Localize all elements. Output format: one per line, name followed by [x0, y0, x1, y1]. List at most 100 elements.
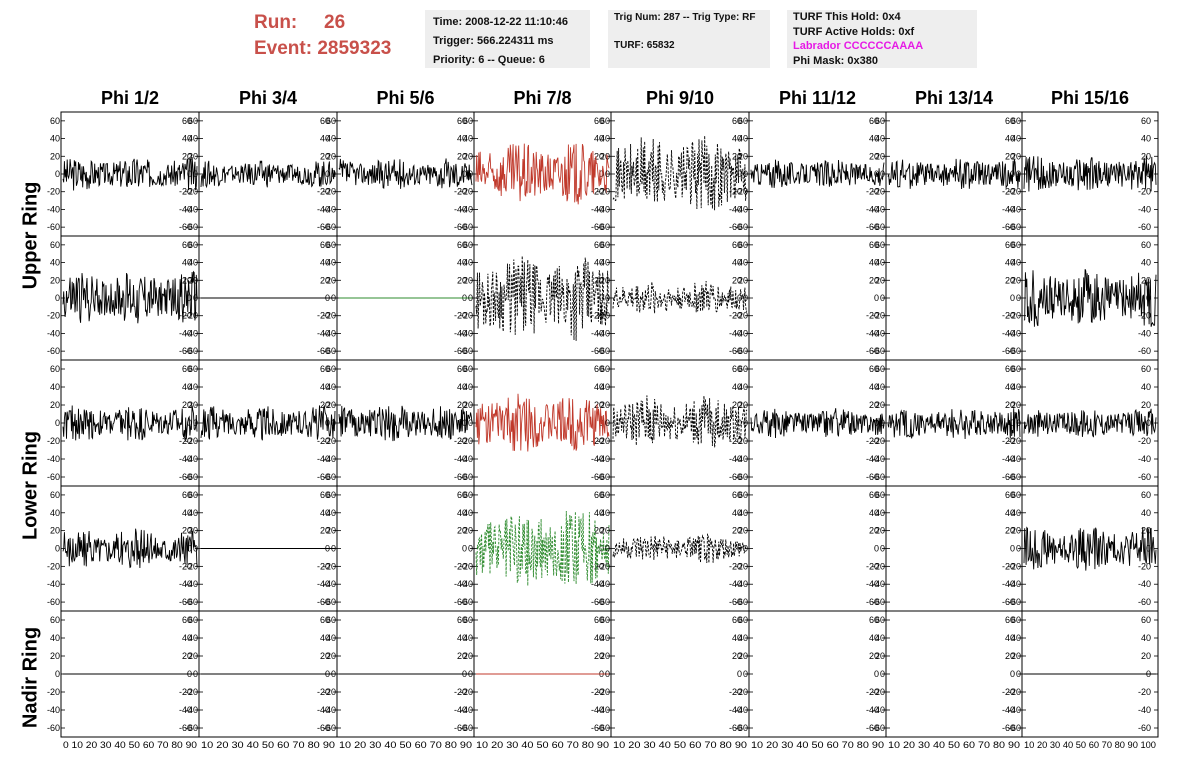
- y-tick-label: 40: [732, 382, 742, 392]
- y-tick-label: -60: [735, 472, 748, 482]
- y-tick-label: -60: [735, 723, 748, 733]
- y-tick-label: -20: [323, 687, 336, 697]
- y-tick-label: 0: [874, 669, 879, 679]
- y-tick-label: 40: [1141, 633, 1151, 643]
- y-tick-label: 0: [55, 293, 60, 303]
- y-tick-label: -60: [454, 723, 467, 733]
- y-tick-label: 20: [732, 400, 742, 410]
- y-tick-label: 20: [869, 526, 879, 536]
- y-tick-label: 60: [50, 615, 60, 625]
- y-tick-label: -60: [1002, 346, 1015, 356]
- waveform-trace: [1023, 526, 1157, 571]
- y-tick-label: 20: [1141, 651, 1151, 661]
- y-tick-label: -20: [185, 436, 198, 446]
- trigger-text: Trigger: 566.224311 ms: [433, 35, 554, 47]
- y-tick-label: 60: [1011, 490, 1021, 500]
- y-tick-label: -60: [185, 723, 198, 733]
- y-tick-label: -20: [179, 561, 192, 571]
- y-tick-label: -20: [179, 687, 192, 697]
- y-tick-label: 40: [732, 508, 742, 518]
- y-tick-label: -20: [591, 311, 604, 321]
- y-tick-label: -40: [872, 705, 885, 715]
- y-tick-label: 0: [468, 669, 473, 679]
- y-tick-label: -20: [729, 436, 742, 446]
- y-tick-label: 60: [326, 615, 336, 625]
- y-tick-label: 20: [875, 651, 885, 661]
- y-tick-label: -20: [454, 311, 467, 321]
- y-tick-label: 60: [732, 240, 742, 250]
- y-tick-label: 60: [594, 240, 604, 250]
- y-tick-label: 0: [331, 293, 336, 303]
- y-tick-label: 60: [188, 615, 198, 625]
- y-tick-label: 20: [1005, 651, 1015, 661]
- y-tick-label: -40: [1002, 705, 1015, 715]
- y-tick-label: -20: [47, 311, 60, 321]
- y-tick-label: 60: [463, 490, 473, 500]
- y-tick-label: 40: [869, 633, 879, 643]
- y-tick-label: -20: [591, 687, 604, 697]
- y-tick-label: 20: [594, 651, 604, 661]
- y-tick-label: -60: [179, 723, 192, 733]
- y-tick-label: 0: [331, 169, 336, 179]
- y-tick-label: -20: [735, 687, 748, 697]
- y-tick-label: -40: [591, 705, 604, 715]
- y-tick-label: -20: [866, 311, 879, 321]
- y-tick-label: 0: [193, 169, 198, 179]
- y-tick-label: 60: [738, 364, 748, 374]
- y-tick-label: 20: [732, 651, 742, 661]
- y-tick-label: -40: [597, 705, 610, 715]
- y-tick-label: -20: [179, 187, 192, 197]
- y-tick-label: -60: [735, 597, 748, 607]
- y-tick-label: 40: [320, 633, 330, 643]
- y-tick-label: -20: [597, 687, 610, 697]
- y-tick-label: -40: [185, 328, 198, 338]
- turf-info-box: TURF This Hold: 0x4 TURF Active Holds: 0…: [787, 10, 977, 68]
- y-tick-label: 20: [600, 526, 610, 536]
- y-tick-label: -40: [729, 705, 742, 715]
- y-tick-label: 0: [1010, 293, 1015, 303]
- y-tick-label: -60: [323, 472, 336, 482]
- y-tick-label: -60: [591, 723, 604, 733]
- y-tick-label: -40: [729, 454, 742, 464]
- y-tick-label: 0: [737, 669, 742, 679]
- y-tick-label: 20: [600, 400, 610, 410]
- y-tick-label: 40: [1141, 134, 1151, 144]
- y-tick-label: -40: [1138, 328, 1151, 338]
- y-tick-label: 20: [738, 275, 748, 285]
- y-tick-label: 0: [1010, 544, 1015, 554]
- y-tick-label: 20: [326, 526, 336, 536]
- y-tick-label: 0: [880, 669, 885, 679]
- y-tick-label: -60: [1138, 222, 1151, 232]
- y-tick-label: 60: [732, 116, 742, 126]
- y-tick-label: 20: [869, 400, 879, 410]
- x-tick-labels: 10 20 30 40 50 60 70 80 90: [476, 740, 609, 751]
- y-tick-label: -20: [1008, 311, 1021, 321]
- y-tick-label: -40: [1008, 705, 1021, 715]
- y-tick-label: -40: [735, 204, 748, 214]
- y-tick-label: -40: [179, 579, 192, 589]
- turf-text: TURF: 65832: [614, 40, 675, 51]
- y-tick-label: -60: [47, 723, 60, 733]
- y-tick-label: -40: [460, 705, 473, 715]
- y-tick-label: 20: [600, 651, 610, 661]
- y-tick-label: -40: [591, 579, 604, 589]
- y-tick-label: 0: [743, 293, 748, 303]
- y-tick-label: 60: [738, 240, 748, 250]
- y-tick-label: -20: [1008, 436, 1021, 446]
- y-tick-label: 60: [875, 116, 885, 126]
- column-header: Phi 13/14: [915, 88, 993, 108]
- y-tick-label: -60: [454, 346, 467, 356]
- waveform-trace: [612, 135, 748, 211]
- trig-num-text: Trig Num: 287 -- Trig Type: RF: [614, 12, 756, 23]
- y-tick-label: -40: [729, 579, 742, 589]
- y-tick-label: 60: [326, 490, 336, 500]
- y-tick-label: -40: [597, 579, 610, 589]
- y-tick-label: 20: [1005, 275, 1015, 285]
- y-tick-label: 0: [55, 544, 60, 554]
- y-tick-label: -60: [591, 346, 604, 356]
